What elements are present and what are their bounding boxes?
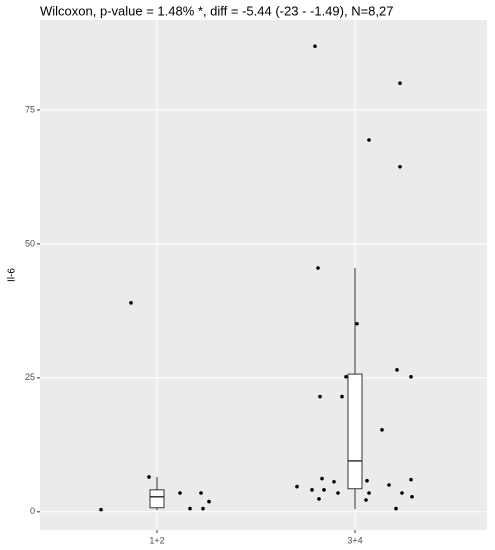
point (322, 488, 326, 492)
point (313, 44, 317, 49)
point (380, 428, 384, 432)
point (199, 491, 203, 495)
point (340, 394, 344, 399)
point (398, 81, 402, 86)
point (317, 497, 321, 501)
point (129, 301, 133, 305)
box (149, 489, 165, 509)
point (409, 477, 413, 482)
point (365, 478, 369, 483)
point (367, 138, 371, 142)
point (188, 506, 192, 511)
x-tick-label: 1+2 (149, 535, 164, 545)
point (410, 494, 414, 499)
point (336, 491, 340, 495)
point (147, 475, 151, 479)
point (364, 498, 368, 502)
point (99, 507, 103, 512)
point (295, 484, 299, 489)
point (400, 491, 404, 495)
box (347, 373, 363, 490)
chart-title: Wilcoxon, p-value = 1.48% *, diff = -5.4… (40, 3, 393, 18)
plot-panel (40, 20, 487, 530)
point (387, 483, 391, 487)
y-tick-label: 25 (25, 372, 35, 382)
point (398, 164, 402, 169)
x-tick-label: 3+4 (347, 535, 362, 545)
point (207, 499, 211, 504)
y-tick-label: 0 (30, 506, 35, 516)
point (332, 479, 336, 484)
point (178, 491, 182, 495)
point (355, 321, 359, 326)
y-tick-label: 75 (25, 104, 35, 114)
point (394, 506, 398, 511)
y-axis-label: Il-6 (7, 268, 18, 282)
point (316, 266, 320, 270)
point (395, 368, 399, 372)
point (318, 394, 322, 399)
point (201, 506, 205, 511)
y-tick-label: 50 (25, 238, 35, 248)
point (310, 488, 314, 492)
point (367, 491, 371, 495)
point (409, 374, 413, 379)
point (344, 374, 348, 379)
point (320, 476, 324, 481)
